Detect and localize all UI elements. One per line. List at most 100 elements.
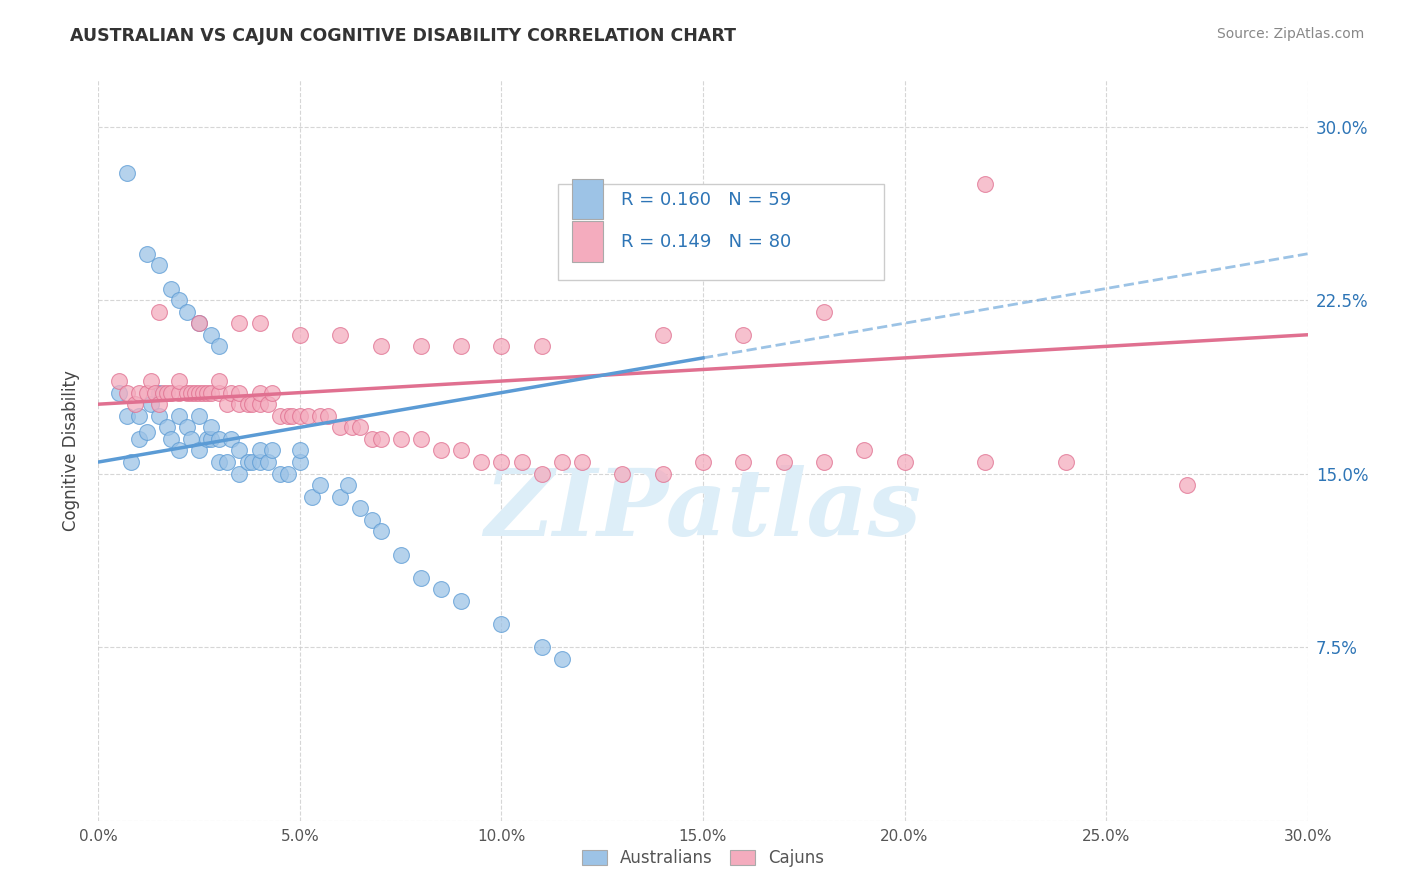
Point <box>409 339 432 353</box>
Point <box>148 385 170 400</box>
Point <box>200 385 222 400</box>
Point <box>297 409 319 423</box>
Point <box>349 420 371 434</box>
Point <box>361 513 384 527</box>
Point <box>530 339 553 353</box>
Point <box>228 397 250 411</box>
Point <box>551 455 574 469</box>
Point <box>180 432 202 446</box>
Point <box>389 548 412 562</box>
Y-axis label: Cognitive Disability: Cognitive Disability <box>62 370 80 531</box>
Point <box>256 455 278 469</box>
Point <box>184 385 207 400</box>
Point <box>651 467 673 481</box>
Legend: Australians, Cajuns: Australians, Cajuns <box>574 840 832 875</box>
Point <box>430 443 453 458</box>
Point <box>470 455 492 469</box>
Point <box>277 467 299 481</box>
Point <box>115 409 138 423</box>
Point <box>288 455 311 469</box>
Point <box>249 455 271 469</box>
Point <box>143 385 166 400</box>
Point <box>309 478 332 492</box>
Point <box>337 478 360 492</box>
Point <box>249 443 271 458</box>
Point <box>370 339 392 353</box>
Point <box>309 409 332 423</box>
Point <box>1054 455 1077 469</box>
Point <box>342 420 364 434</box>
Point <box>188 316 211 330</box>
Point <box>733 455 755 469</box>
Point <box>167 409 190 423</box>
Point <box>193 385 215 400</box>
Point <box>128 385 150 400</box>
Point <box>221 385 243 400</box>
Point <box>167 374 190 388</box>
Point <box>176 385 198 400</box>
Point <box>651 327 673 342</box>
Point <box>156 385 179 400</box>
Point <box>269 467 291 481</box>
Point <box>188 443 211 458</box>
Point <box>491 339 513 353</box>
Point <box>249 316 271 330</box>
Point <box>148 409 170 423</box>
FancyBboxPatch shape <box>572 221 603 261</box>
Point <box>1175 478 1198 492</box>
Point <box>409 571 432 585</box>
Point <box>135 425 157 439</box>
Point <box>260 385 283 400</box>
Point <box>176 304 198 318</box>
Point <box>200 420 222 434</box>
Point <box>853 443 876 458</box>
Point <box>200 327 222 342</box>
Point <box>208 339 231 353</box>
Point <box>139 397 162 411</box>
Point <box>195 432 218 446</box>
Point <box>329 420 352 434</box>
Point <box>167 385 190 400</box>
Point <box>228 316 250 330</box>
Point <box>772 455 794 469</box>
Point <box>217 455 239 469</box>
Point <box>269 409 291 423</box>
Point <box>240 397 263 411</box>
Point <box>188 316 211 330</box>
Point <box>571 455 593 469</box>
Point <box>361 432 384 446</box>
Point <box>551 651 574 665</box>
Point <box>430 582 453 597</box>
Point <box>249 385 271 400</box>
Point <box>135 247 157 261</box>
Point <box>370 432 392 446</box>
Point <box>148 304 170 318</box>
Point <box>491 617 513 632</box>
Point <box>249 397 271 411</box>
Point <box>813 304 835 318</box>
Text: Source: ZipAtlas.com: Source: ZipAtlas.com <box>1216 27 1364 41</box>
Point <box>107 374 129 388</box>
Point <box>288 409 311 423</box>
Point <box>167 443 190 458</box>
Point <box>370 524 392 539</box>
Point <box>389 432 412 446</box>
Point <box>217 397 239 411</box>
Point <box>107 385 129 400</box>
Point <box>733 327 755 342</box>
Point <box>329 490 352 504</box>
Point <box>813 455 835 469</box>
Point <box>228 443 250 458</box>
Point <box>281 409 304 423</box>
Point <box>301 490 323 504</box>
Point <box>208 432 231 446</box>
Point <box>208 455 231 469</box>
Point <box>256 397 278 411</box>
Point <box>148 397 170 411</box>
Point <box>200 432 222 446</box>
Point <box>974 178 997 192</box>
FancyBboxPatch shape <box>558 184 884 280</box>
Point <box>510 455 533 469</box>
Point <box>530 640 553 654</box>
Point <box>135 385 157 400</box>
